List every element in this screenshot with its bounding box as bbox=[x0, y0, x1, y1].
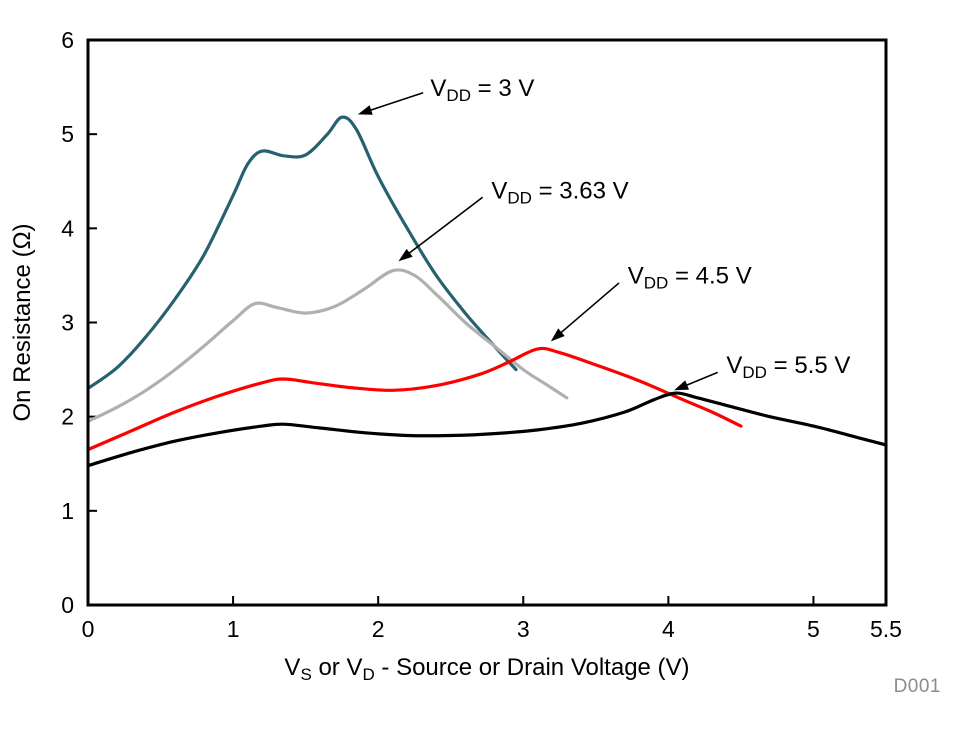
y-axis-label: On Resistance (Ω) bbox=[9, 224, 36, 422]
annotation-arrowhead bbox=[674, 380, 690, 391]
annotation-2: VDD = 3.63 V bbox=[398, 178, 629, 262]
y-tick-label: 6 bbox=[61, 27, 74, 53]
annotation-4: VDD = 5.5 V bbox=[674, 352, 850, 391]
y-tick-label: 0 bbox=[61, 592, 74, 618]
x-tick-label: 5 bbox=[807, 616, 820, 642]
x-tick-label: 5.5 bbox=[870, 616, 902, 642]
x-tick-labels: 0 1 2 3 4 5 5.5 bbox=[82, 616, 902, 642]
series-line-vdd-4-5v bbox=[86, 346, 743, 452]
axis-ticks bbox=[87, 39, 887, 606]
series-line-vdd-3v bbox=[86, 115, 518, 391]
annotation-label: VDD = 5.5 V bbox=[726, 352, 850, 382]
annotation-arrowhead bbox=[357, 105, 373, 115]
series-line-vdd-5-5v bbox=[86, 391, 888, 468]
annotation-arrow-line bbox=[683, 371, 718, 388]
plot-frame bbox=[86, 38, 888, 607]
x-tick-label: 0 bbox=[82, 616, 95, 642]
annotation-label: VDD = 3.63 V bbox=[491, 178, 628, 208]
x-axis-label: VS or VD - Source or Drain Voltage (V) bbox=[284, 654, 689, 684]
series-line-vdd-3-63v bbox=[86, 268, 569, 423]
annotation-arrow-line bbox=[557, 282, 620, 336]
annotation-label: VDD = 3 V bbox=[430, 75, 534, 105]
y-tick-labels: 0 1 2 3 4 5 6 bbox=[61, 27, 74, 618]
y-tick-label: 3 bbox=[61, 310, 74, 336]
x-tick-label: 2 bbox=[372, 616, 385, 642]
annotation-1: VDD = 3 V bbox=[357, 75, 534, 115]
x-tick-label: 3 bbox=[517, 616, 530, 642]
figure-id-watermark: D001 bbox=[893, 676, 941, 697]
annotation-3: VDD = 4.5 V bbox=[550, 262, 752, 342]
annotation-arrowhead bbox=[550, 328, 565, 342]
y-tick-label: 5 bbox=[61, 121, 74, 147]
annotation-arrowhead bbox=[398, 248, 413, 262]
y-tick-label: 2 bbox=[61, 404, 74, 430]
y-tick-label: 1 bbox=[61, 498, 74, 524]
annotation-label: VDD = 4.5 V bbox=[628, 262, 752, 292]
annotation-arrow-line bbox=[405, 196, 484, 256]
annotation-arrow-line bbox=[367, 91, 424, 113]
x-tick-label: 4 bbox=[662, 616, 675, 642]
y-tick-label: 4 bbox=[61, 215, 74, 241]
x-tick-label: 1 bbox=[227, 616, 240, 642]
